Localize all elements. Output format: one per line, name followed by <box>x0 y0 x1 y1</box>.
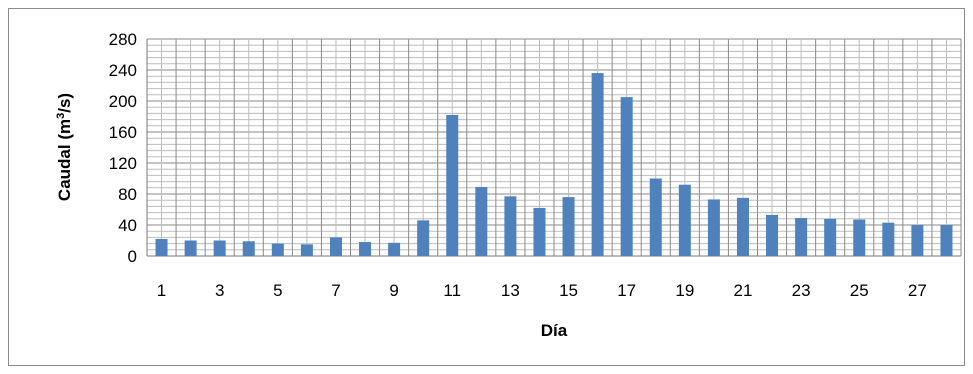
bar-day-2 <box>184 240 197 256</box>
bar-day-3 <box>213 240 226 256</box>
bar-day-1 <box>155 238 168 256</box>
y-axis-title-unit: /s) <box>55 93 74 113</box>
y-tick-label: 40 <box>118 216 137 235</box>
bar-day-10 <box>417 220 430 256</box>
bar-day-27 <box>911 225 924 256</box>
y-tick-label: 160 <box>109 123 137 142</box>
y-tick-label: 120 <box>109 154 137 173</box>
y-tick-label: 280 <box>109 30 137 49</box>
x-axis-title: Día <box>541 321 568 340</box>
bar-day-25 <box>853 219 866 256</box>
bar-day-20 <box>707 199 720 256</box>
bar-day-15 <box>562 197 575 256</box>
x-tick-label: 5 <box>273 281 282 300</box>
y-tick-label: 80 <box>118 185 137 204</box>
x-tick-label: 15 <box>559 281 578 300</box>
x-tick-label: 3 <box>215 281 224 300</box>
x-tick-label: 25 <box>850 281 869 300</box>
bar-day-6 <box>300 244 313 256</box>
bar-day-21 <box>736 197 749 256</box>
x-tick-label: 27 <box>908 281 927 300</box>
bar-day-19 <box>678 184 691 256</box>
bar-day-16 <box>591 73 604 256</box>
bar-day-18 <box>649 178 662 256</box>
bar-day-11 <box>446 114 459 256</box>
y-tick-label: 240 <box>109 61 137 80</box>
bar-day-13 <box>504 196 517 256</box>
bar-day-23 <box>795 218 808 256</box>
grid-lines <box>146 38 962 257</box>
bar-day-22 <box>766 214 779 256</box>
x-tick-label: 19 <box>675 281 694 300</box>
bar-series <box>155 73 953 256</box>
x-tick-label: 17 <box>617 281 636 300</box>
chart-frame <box>8 8 965 366</box>
x-tick-label: 13 <box>501 281 520 300</box>
y-axis-title: Caudal (m3/s) <box>55 93 74 201</box>
x-tick-label: 11 <box>443 281 461 300</box>
bar-day-14 <box>533 207 546 256</box>
y-axis-ticks: 0 40 80 120 160 200 240 280 <box>109 30 137 266</box>
bar-day-28 <box>940 225 953 256</box>
y-tick-label: 200 <box>109 92 137 111</box>
x-tick-label: 21 <box>734 281 753 300</box>
x-tick-label: 1 <box>157 281 166 300</box>
bar-day-12 <box>475 187 488 256</box>
y-axis-title-main: Caudal (m <box>55 119 74 201</box>
bar-day-17 <box>620 97 633 256</box>
bar-day-4 <box>242 241 255 256</box>
bar-day-5 <box>271 243 284 256</box>
bar-day-9 <box>388 242 401 256</box>
x-tick-label: 9 <box>389 281 398 300</box>
bar-day-8 <box>359 242 372 256</box>
bar-day-24 <box>824 218 837 256</box>
bar-day-7 <box>329 237 342 256</box>
bar-day-26 <box>882 222 895 256</box>
x-tick-label: 23 <box>792 281 811 300</box>
x-tick-label: 7 <box>331 281 340 300</box>
x-axis-ticks: 1 3 5 7 9 11 13 15 17 19 21 23 25 27 <box>157 281 927 300</box>
y-tick-label: 0 <box>128 247 137 266</box>
y-axis-title-sup: 3 <box>55 113 67 119</box>
